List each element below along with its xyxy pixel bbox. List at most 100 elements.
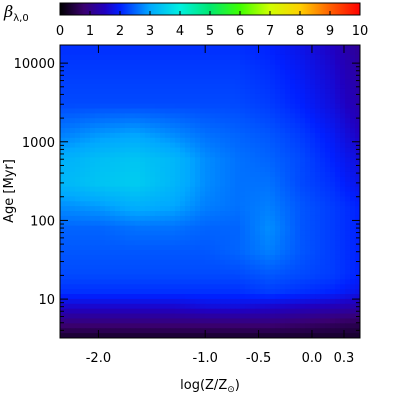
heatmap-cell [285,118,291,124]
y-tick-label: 10000 [14,57,55,72]
heatmap-cell [300,250,306,256]
heatmap-cell [110,298,116,305]
heatmap-cell [175,45,181,51]
heatmap-cell [270,142,276,149]
heatmap-cell [155,245,161,251]
heatmap-cell [85,74,91,80]
heatmap-cell [130,74,136,80]
heatmap-cell [185,157,191,163]
heatmap-cell [355,206,360,212]
heatmap-cell [320,196,326,202]
heatmap-cell [190,211,196,217]
heatmap-cell [95,69,101,75]
heatmap-cell [230,171,236,178]
heatmap-cell [320,328,326,334]
heatmap-cell [270,235,276,241]
heatmap-cell [65,284,71,290]
heatmap-cell [270,245,276,251]
heatmap-cell [350,274,356,280]
heatmap-cell [285,235,291,241]
heatmap-cell [60,132,66,139]
heatmap-cell [125,220,131,227]
heatmap-cell [240,103,246,110]
heatmap-cell [300,284,306,290]
heatmap-cell [175,167,181,173]
heatmap-cell [85,294,91,300]
heatmap-cell [285,171,291,178]
heatmap-cell [115,333,121,338]
heatmap-cell [75,186,81,193]
heatmap-cell [325,113,331,119]
heatmap-cell [235,59,241,66]
heatmap-cell [125,298,131,305]
heatmap-cell [100,191,106,197]
heatmap-cell [165,230,171,237]
heatmap-cell [330,132,336,139]
heatmap-cell [65,186,71,193]
heatmap-cell [330,323,336,329]
heatmap-cell [185,45,191,51]
heatmap-cell [320,162,326,168]
heatmap-cell [200,215,206,222]
heatmap-cell [305,254,311,261]
heatmap-cell [265,215,271,222]
heatmap-cell [125,206,131,212]
heatmap-cell [245,152,251,158]
heatmap-cell [255,171,261,178]
heatmap-cell [310,147,316,154]
heatmap-cell [225,84,231,90]
heatmap-cell [155,298,161,305]
heatmap-cell [175,113,181,119]
heatmap-cell [205,162,211,168]
heatmap-cell [300,176,306,183]
heatmap-cell [260,123,266,129]
heatmap-cell [225,230,231,237]
heatmap-cell [185,333,191,338]
heatmap-cell [235,225,241,232]
heatmap-cell [350,74,356,80]
heatmap-cell [305,318,311,324]
heatmap-cell [320,201,326,207]
heatmap-cell [150,171,156,178]
heatmap-cell [95,93,101,100]
heatmap-cell [300,294,306,300]
heatmap-cell [115,308,121,315]
heatmap-cell [85,191,91,197]
heatmap-cell [230,103,236,110]
heatmap-cell [190,167,196,173]
heatmap-cell [110,196,116,202]
heatmap-cell [205,333,211,338]
heatmap-cell [345,176,351,183]
heatmap-cell [125,186,131,193]
heatmap-cell [180,289,186,295]
heatmap-cell [60,167,66,173]
heatmap-cell [305,123,311,129]
heatmap-cell [255,254,261,261]
heatmap-cell [155,279,161,285]
heatmap-cell [330,181,336,188]
heatmap-cell [285,103,291,110]
heatmap-cell [105,69,111,75]
heatmap-cell [90,196,96,202]
heatmap-cell [215,142,221,149]
heatmap-cell [235,308,241,315]
heatmap-cell [90,254,96,261]
heatmap-cell [270,211,276,217]
heatmap-cell [155,254,161,261]
heatmap-cell [65,259,71,266]
heatmap-cell [285,328,291,334]
x-tick-label: -2.0 [86,351,111,366]
heatmap-cell [185,259,191,266]
heatmap-cell [275,181,281,188]
heatmap-cell [175,289,181,295]
heatmap-cell [180,84,186,90]
heatmap-cell [215,254,221,261]
heatmap-cell [80,88,86,95]
heatmap-cell [220,74,226,80]
heatmap-cell [325,298,331,305]
heatmap-cell [230,225,236,232]
heatmap-cell [310,132,316,139]
heatmap-cell [115,259,121,266]
heatmap-cell [65,245,71,251]
heatmap-cell [150,152,156,158]
